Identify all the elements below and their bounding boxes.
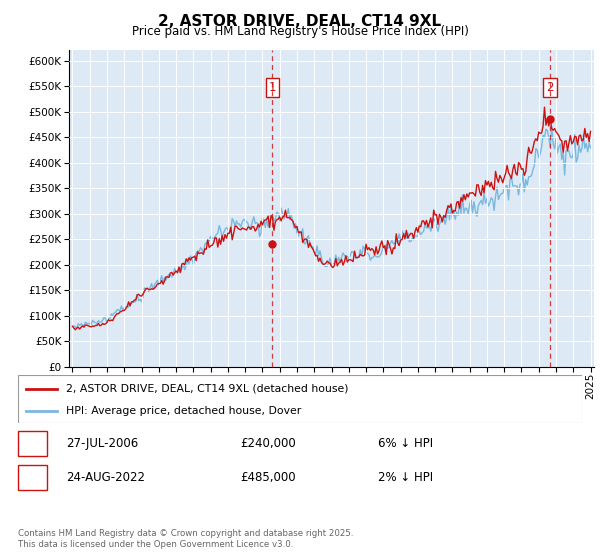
Text: 2: 2 (28, 471, 37, 484)
Text: £485,000: £485,000 (240, 471, 296, 484)
Text: 1: 1 (28, 437, 37, 450)
Text: 2, ASTOR DRIVE, DEAL, CT14 9XL (detached house): 2, ASTOR DRIVE, DEAL, CT14 9XL (detached… (66, 384, 349, 394)
Text: 2: 2 (546, 81, 554, 94)
Text: 1: 1 (269, 81, 276, 94)
Text: 2% ↓ HPI: 2% ↓ HPI (378, 471, 433, 484)
Text: £240,000: £240,000 (240, 437, 296, 450)
Text: 2, ASTOR DRIVE, DEAL, CT14 9XL: 2, ASTOR DRIVE, DEAL, CT14 9XL (158, 14, 442, 29)
Text: 24-AUG-2022: 24-AUG-2022 (66, 471, 145, 484)
Text: Contains HM Land Registry data © Crown copyright and database right 2025.
This d: Contains HM Land Registry data © Crown c… (18, 529, 353, 549)
Text: 27-JUL-2006: 27-JUL-2006 (66, 437, 138, 450)
Text: Price paid vs. HM Land Registry's House Price Index (HPI): Price paid vs. HM Land Registry's House … (131, 25, 469, 38)
Text: HPI: Average price, detached house, Dover: HPI: Average price, detached house, Dove… (66, 406, 301, 416)
Text: 6% ↓ HPI: 6% ↓ HPI (378, 437, 433, 450)
